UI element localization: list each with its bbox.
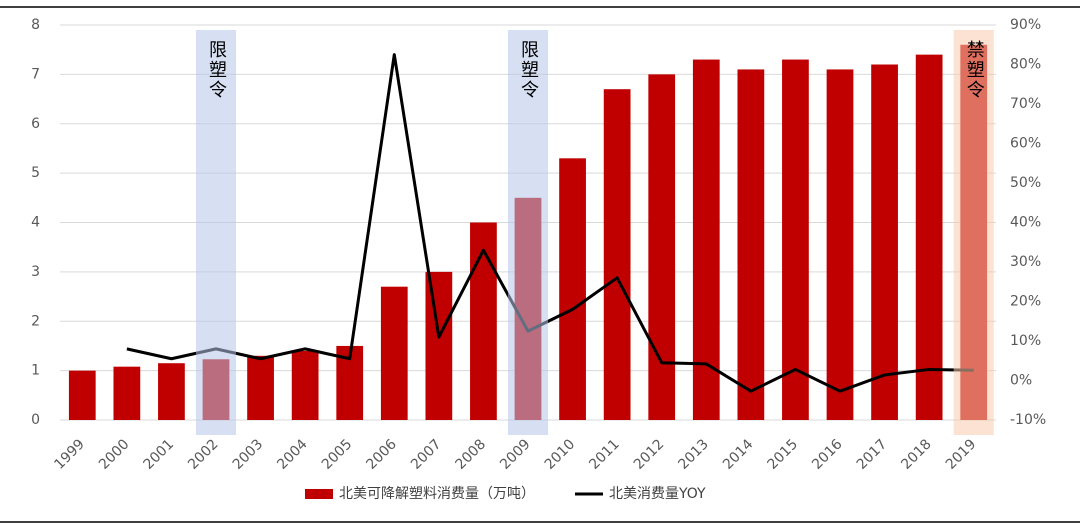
bar — [603, 89, 631, 420]
y2-tick-label: 70% — [1010, 96, 1041, 112]
y-tick-label: 7 — [31, 66, 40, 82]
y-tick-label: 0 — [31, 412, 40, 428]
bar — [158, 363, 185, 420]
x-tick-label: 2001 — [141, 436, 178, 473]
y2-tick-label: 60% — [1010, 136, 1041, 152]
bar — [782, 59, 809, 420]
x-tick-label: 2019 — [943, 436, 980, 473]
x-tick-label: 2005 — [319, 436, 356, 473]
bar — [826, 69, 854, 420]
legend-label: 北美可降解塑料消费量（万吨） — [339, 486, 535, 502]
bar — [291, 350, 319, 420]
bar — [247, 355, 274, 420]
y-tick-label: 4 — [31, 215, 40, 231]
bar — [470, 222, 497, 420]
y-tick-label: 1 — [31, 363, 40, 379]
y-tick-label: 8 — [31, 17, 40, 33]
x-tick-label: 2011 — [586, 436, 623, 473]
x-tick-label: 2015 — [765, 436, 802, 473]
y-tick-label: 3 — [31, 264, 40, 280]
x-tick-label: 1999 — [51, 436, 88, 473]
y2-tick-label: 20% — [1010, 294, 1041, 310]
y-tick-label: 2 — [31, 313, 40, 329]
bar — [68, 370, 96, 420]
x-tick-label: 2012 — [631, 436, 668, 473]
highlight-band — [195, 30, 237, 435]
y2-tick-label: -10% — [1010, 412, 1046, 428]
x-tick-label: 2006 — [363, 436, 400, 473]
x-tick-label: 2002 — [185, 436, 222, 473]
x-tick-label: 2004 — [274, 436, 311, 473]
y-tick-label: 5 — [31, 165, 40, 181]
y2-tick-label: 40% — [1010, 215, 1041, 231]
bar — [559, 158, 586, 420]
bar — [692, 59, 720, 420]
x-tick-label: 2008 — [453, 436, 490, 473]
x-tick-label: 2003 — [230, 436, 267, 473]
bar — [648, 74, 676, 420]
bar — [425, 271, 453, 420]
y2-tick-label: 50% — [1010, 175, 1041, 191]
highlight-band — [507, 30, 549, 435]
x-tick-label: 2009 — [497, 436, 534, 473]
x-tick-label: 2017 — [854, 436, 891, 473]
line — [126, 53, 974, 393]
y2-tick-label: 90% — [1010, 17, 1041, 33]
y2-tick-label: 10% — [1010, 333, 1041, 349]
x-tick-label: 2018 — [898, 436, 935, 473]
x-tick-label: 2016 — [809, 436, 846, 473]
annotation: 禁塑令 — [964, 40, 985, 100]
highlight-band — [953, 30, 994, 435]
bar — [380, 286, 408, 420]
bar — [737, 69, 765, 420]
x-tick-label: 2014 — [720, 436, 757, 473]
y-tick-label: 6 — [31, 116, 40, 132]
legend-swatch — [305, 489, 333, 499]
bar — [871, 64, 898, 420]
y2-tick-label: 80% — [1010, 57, 1041, 73]
y2-tick-label: 30% — [1010, 254, 1041, 270]
x-tick-label: 2013 — [675, 436, 712, 473]
x-tick-label: 2010 — [542, 436, 579, 473]
annotation: 限塑令 — [206, 40, 227, 100]
y2-tick-label: 0% — [1010, 373, 1032, 389]
legend-label: 北美消费量YOY — [609, 486, 706, 502]
bar — [113, 366, 141, 420]
x-tick-label: 2000 — [96, 436, 133, 473]
x-tick-label: 2007 — [408, 436, 445, 473]
bar — [915, 54, 943, 420]
annotation: 限塑令 — [518, 40, 539, 100]
